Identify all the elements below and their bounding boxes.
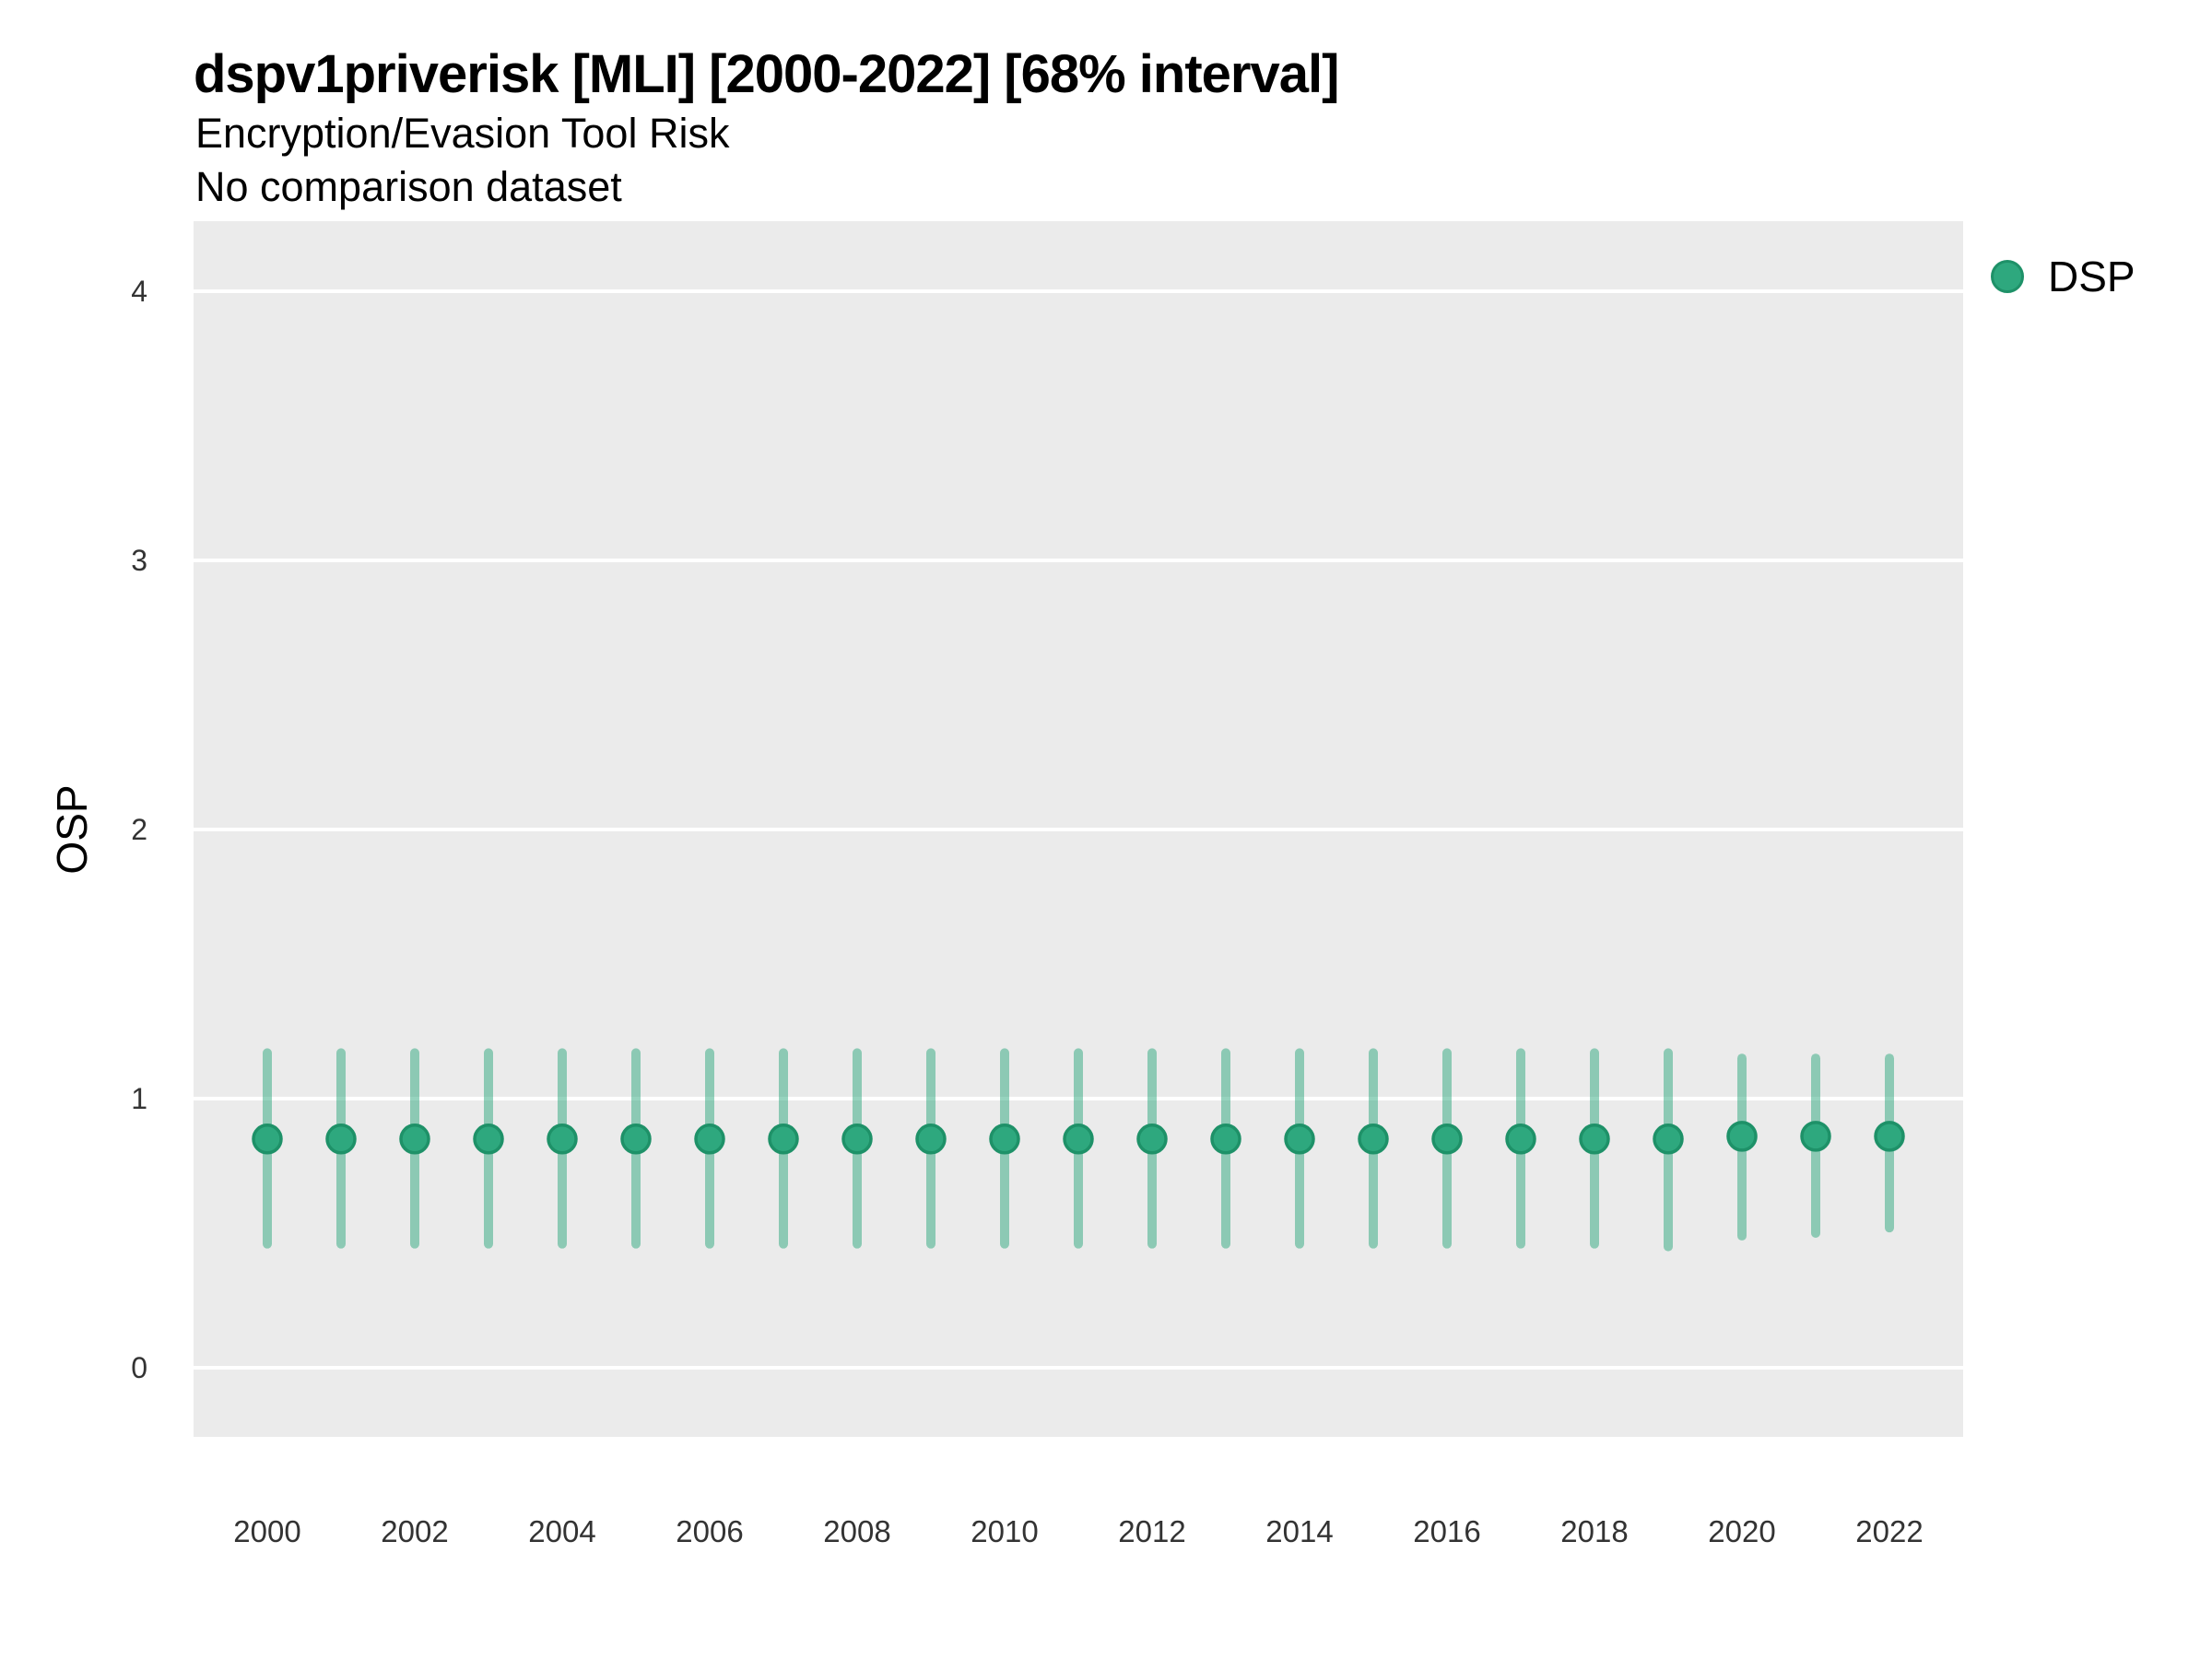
data-point-2010 <box>989 1124 1020 1155</box>
x-tick-label-2002: 2002 <box>381 1514 449 1548</box>
data-point-2001 <box>325 1124 357 1155</box>
legend-dsp-label: DSP <box>2048 253 2136 300</box>
y-tick-label-4: 4 <box>131 275 147 308</box>
x-tick-label-2000: 2000 <box>233 1514 301 1548</box>
y-tick-label-0: 0 <box>131 1351 147 1384</box>
x-tick-label-2012: 2012 <box>1118 1514 1186 1548</box>
legend: DSP <box>1991 250 2136 303</box>
chart-title: dspv1priverisk [MLI] [2000-2022] [68% in… <box>194 44 1339 104</box>
x-tick-label-2020: 2020 <box>1708 1514 1776 1548</box>
y-tick-label-2: 2 <box>131 813 147 846</box>
data-point-2015 <box>1358 1124 1389 1155</box>
data-point-2003 <box>473 1124 504 1155</box>
x-tick-label-2014: 2014 <box>1265 1514 1334 1548</box>
data-point-2022 <box>1874 1121 1905 1152</box>
x-tick-label-2010: 2010 <box>971 1514 1039 1548</box>
plot-panel <box>194 221 1963 1437</box>
y-tick-label-3: 3 <box>131 544 147 577</box>
data-point-2000 <box>252 1124 283 1155</box>
data-point-2002 <box>399 1124 430 1155</box>
comparison-note: No comparison dataset <box>195 163 622 210</box>
data-point-2020 <box>1726 1121 1758 1152</box>
data-point-2004 <box>547 1124 578 1155</box>
data-point-2018 <box>1579 1124 1610 1155</box>
data-point-2016 <box>1431 1124 1463 1155</box>
data-point-2019 <box>1653 1124 1684 1155</box>
data-point-2013 <box>1210 1124 1241 1155</box>
legend-dsp-marker-icon <box>1991 260 2024 293</box>
data-point-2014 <box>1284 1124 1315 1155</box>
data-point-2017 <box>1505 1124 1536 1155</box>
data-point-2011 <box>1063 1124 1094 1155</box>
data-point-2008 <box>841 1124 873 1155</box>
data-point-2005 <box>620 1124 652 1155</box>
data-point-2021 <box>1800 1121 1831 1152</box>
x-tick-label-2004: 2004 <box>528 1514 596 1548</box>
x-tick-label-2016: 2016 <box>1413 1514 1481 1548</box>
x-tick-label-2006: 2006 <box>676 1514 744 1548</box>
y-tick-label-1: 1 <box>131 1082 147 1115</box>
x-tick-label-2008: 2008 <box>823 1514 891 1548</box>
data-point-2009 <box>915 1124 947 1155</box>
data-point-2007 <box>768 1124 799 1155</box>
x-tick-label-2018: 2018 <box>1560 1514 1629 1548</box>
data-point-2006 <box>694 1124 725 1155</box>
plot-canvas <box>194 289 1963 1370</box>
data-point-2012 <box>1136 1124 1168 1155</box>
x-tick-label-2022: 2022 <box>1855 1514 1924 1548</box>
chart-subtitle: Encryption/Evasion Tool Risk <box>195 110 730 157</box>
